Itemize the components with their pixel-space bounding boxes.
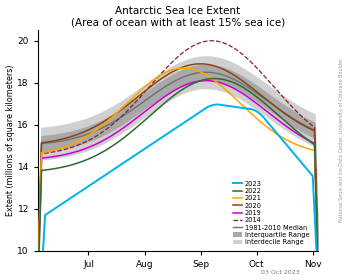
Title: Antarctic Sea Ice Extent
(Area of ocean with at least 15% sea ice): Antarctic Sea Ice Extent (Area of ocean …	[71, 6, 285, 28]
Text: 03 Oct 2023: 03 Oct 2023	[261, 270, 299, 275]
Text: National Snow and Ice Data Center, University of Colorado Boulder: National Snow and Ice Data Center, Unive…	[339, 58, 344, 222]
Legend: 2023, 2022, 2021, 2020, 2019, 2014, 1981-2010 Median, Interquartile Range, Inter: 2023, 2022, 2021, 2020, 2019, 2014, 1981…	[232, 181, 309, 245]
Y-axis label: Extent (millions of square kilometers): Extent (millions of square kilometers)	[6, 65, 15, 216]
